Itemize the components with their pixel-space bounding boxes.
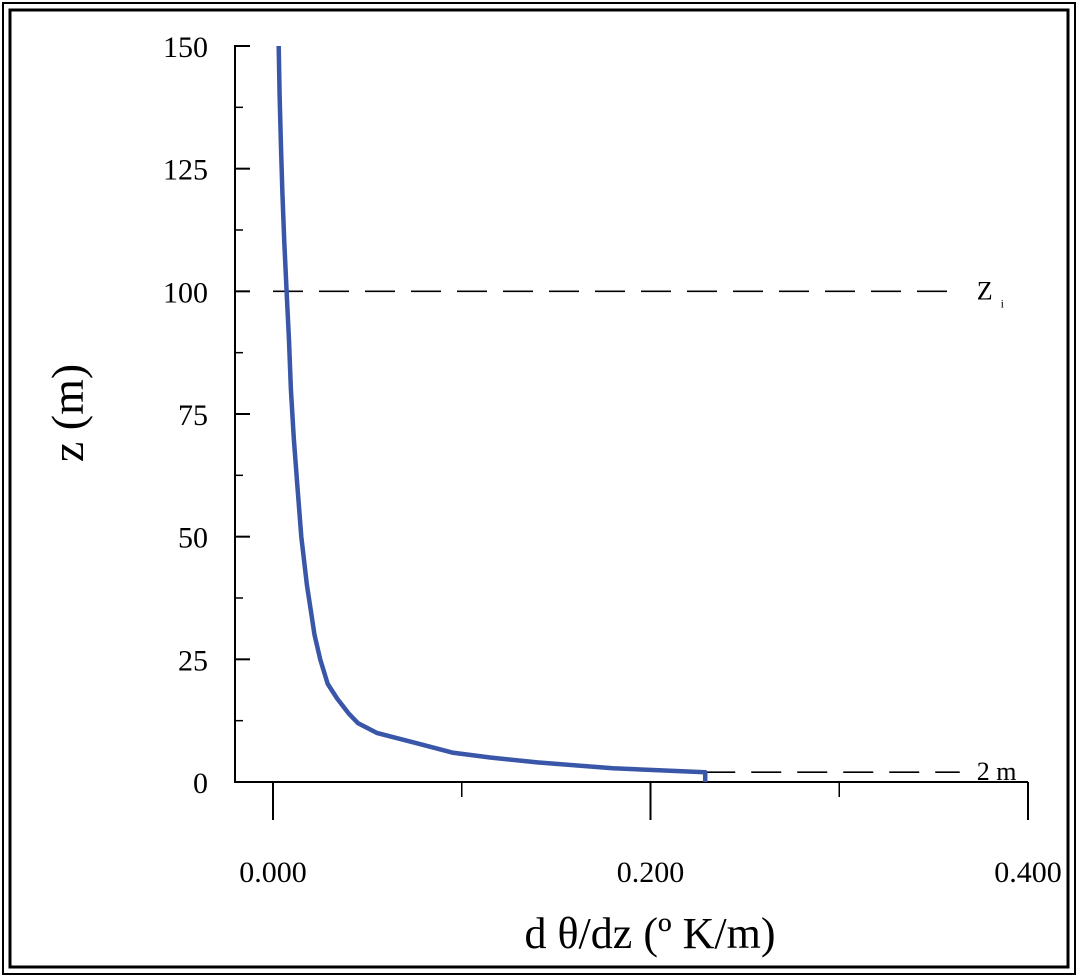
y-ticks xyxy=(234,45,250,783)
y-tick-label: 125 xyxy=(163,154,208,187)
x-tick-label: 0.200 xyxy=(617,856,685,889)
reference-label: 2 m xyxy=(977,757,1017,786)
inner-frame xyxy=(8,8,1070,969)
x-axis-title: d θ/dz (º K/m) xyxy=(524,909,775,958)
series-layer xyxy=(276,45,708,782)
reference-label-subscript: i xyxy=(1001,296,1005,310)
x-ticks xyxy=(272,782,1029,820)
series-line xyxy=(276,45,708,782)
y-tick-label: 75 xyxy=(178,399,208,432)
y-axis-title: z (m) xyxy=(42,364,93,462)
y-tick-label: 25 xyxy=(178,644,208,677)
y-tick-labels: 0 25 50 75 100 125 150 xyxy=(163,31,208,800)
y-tick-label: 50 xyxy=(178,522,208,555)
x-tick-labels: 0.000 0.200 0.400 xyxy=(239,856,1062,889)
y-tick-label: 150 xyxy=(163,31,208,64)
y-tick-label: 0 xyxy=(193,767,208,800)
x-tick-label: 0.400 xyxy=(994,856,1062,889)
y-tick-label: 100 xyxy=(163,276,208,309)
x-tick-label: 0.000 xyxy=(239,856,307,889)
